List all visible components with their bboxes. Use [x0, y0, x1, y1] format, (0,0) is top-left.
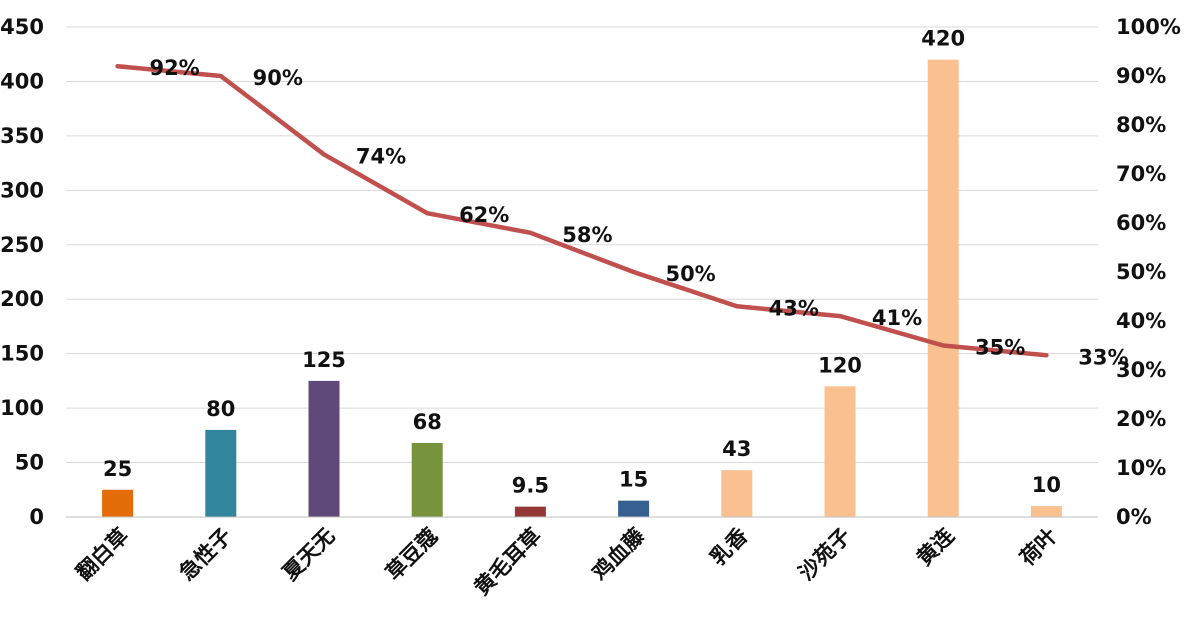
bar	[1030, 506, 1062, 517]
right-axis-tick-label: 10%	[1116, 456, 1166, 480]
line-point	[218, 74, 223, 78]
category-label: 夏天无	[278, 524, 340, 586]
category-label: 荷叶	[1015, 524, 1062, 571]
line-value-label: 58%	[562, 223, 612, 247]
line-point	[528, 230, 533, 235]
line-point	[322, 152, 326, 157]
right-axis-tick-label: 20%	[1116, 407, 1166, 431]
bar	[514, 506, 546, 517]
line-value-label: 35%	[975, 336, 1025, 360]
bar	[927, 59, 959, 518]
line-value-label: 74%	[356, 144, 406, 168]
bar-value-label: 68	[413, 410, 442, 434]
line-value-label: 90%	[253, 66, 303, 90]
bar-value-label: 120	[818, 353, 862, 377]
left-y-axis: 0 50 100 150 200 250 300 350 400 450	[0, 15, 44, 529]
percentage-line-series	[115, 63, 1049, 358]
line-data-labels: 92% 90% 74% 62% 58% 50% 43% 41% 35% 33%	[149, 56, 1128, 369]
right-axis-tick-label: 100%	[1116, 15, 1181, 39]
line-point	[631, 270, 636, 274]
bar-series	[102, 59, 1062, 518]
bar	[618, 500, 650, 517]
left-axis-tick-label: 400	[0, 69, 44, 93]
category-label: 黄连	[912, 523, 959, 570]
category-label: 乳香	[706, 523, 753, 570]
right-axis-tick-label: 90%	[1116, 64, 1166, 88]
gridlines	[66, 26, 1098, 518]
bar-value-label: 80	[206, 397, 235, 421]
bar-value-label: 125	[302, 348, 346, 372]
line-point	[115, 64, 120, 69]
category-label: 草豆蔻	[381, 524, 443, 586]
right-axis-tick-label: 50%	[1116, 260, 1166, 284]
bar	[411, 442, 443, 517]
percentage-line	[115, 63, 1049, 358]
right-axis-tick-label: 80%	[1116, 113, 1166, 137]
bar	[824, 386, 856, 517]
category-label: 鸡血藤	[587, 523, 650, 586]
bar-value-label: 420	[921, 27, 965, 51]
left-axis-tick-label: 350	[0, 124, 44, 148]
right-axis-tick-label: 0%	[1116, 505, 1152, 529]
line-point	[734, 304, 739, 309]
category-label: 沙苑子	[794, 524, 856, 586]
left-axis-tick-label: 50	[15, 451, 44, 475]
bar-value-label: 10	[1032, 473, 1061, 497]
left-axis-tick-label: 100	[0, 396, 44, 420]
line-value-label: 50%	[665, 262, 715, 286]
line-value-label: 41%	[872, 306, 922, 330]
line-value-label: 62%	[459, 203, 509, 227]
bar	[308, 380, 340, 517]
bar-value-label: 43	[722, 437, 751, 461]
left-axis-tick-label: 250	[0, 233, 44, 257]
line-point	[838, 314, 842, 319]
bar	[102, 489, 134, 517]
left-axis-tick-label: 0	[29, 505, 44, 529]
line-point	[1044, 353, 1049, 358]
bar-value-label: 25	[103, 457, 132, 481]
right-axis-tick-label: 40%	[1116, 309, 1166, 333]
left-axis-tick-label: 150	[0, 342, 44, 366]
right-y-axis: 0% 10% 20% 30% 40% 50% 60% 70% 80% 90% 100%	[1116, 15, 1181, 529]
line-value-label: 43%	[769, 296, 819, 320]
bar-value-label: 9.5	[512, 474, 549, 498]
right-axis-tick-label: 30%	[1116, 358, 1166, 382]
x-axis: 翻白草 急性子 夏天无 草豆蔻 黄毛耳草 鸡血藤 乳香 沙苑子 黄连 荷叶	[66, 516, 1098, 600]
category-label: 翻白草	[72, 524, 134, 586]
bar-data-labels: 25 80 125 68 9.5 15 43 120 420 10	[103, 27, 1061, 498]
line-value-label: 92%	[149, 56, 199, 80]
left-axis-tick-label: 200	[0, 287, 44, 311]
line-point	[425, 211, 430, 216]
bar-value-label: 15	[619, 468, 648, 492]
right-axis-tick-label: 60%	[1116, 211, 1166, 235]
line-value-label: 33%	[1078, 345, 1128, 369]
category-label: 急性子	[175, 524, 237, 586]
bar	[205, 429, 237, 517]
bar	[721, 470, 753, 517]
left-axis-tick-label: 300	[0, 178, 44, 202]
line-point	[941, 343, 946, 348]
left-axis-tick-label: 450	[0, 15, 44, 39]
right-axis-tick-label: 70%	[1116, 162, 1166, 186]
category-label: 黄毛耳草	[470, 524, 546, 600]
